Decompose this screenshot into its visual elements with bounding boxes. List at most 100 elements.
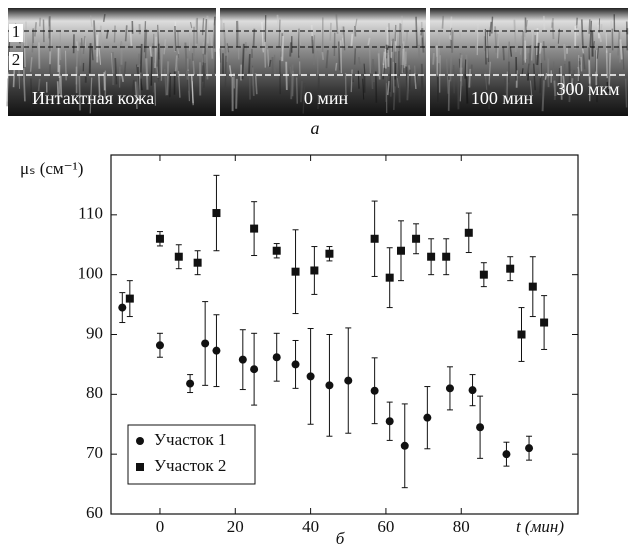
speckle xyxy=(622,46,625,70)
speckle xyxy=(82,36,86,55)
speckle xyxy=(156,66,159,78)
panel-caption: б xyxy=(336,529,345,546)
point xyxy=(517,330,526,339)
point xyxy=(272,353,281,362)
point xyxy=(325,381,334,390)
speckle xyxy=(382,51,386,65)
speckle xyxy=(577,66,581,74)
speckle xyxy=(421,28,425,53)
speckle xyxy=(89,77,93,114)
speckle xyxy=(124,25,128,42)
point xyxy=(155,234,164,243)
oct-image xyxy=(8,8,216,116)
speckle xyxy=(75,41,79,51)
speckle xyxy=(23,32,26,68)
speckle xyxy=(589,20,593,48)
speckle xyxy=(295,77,298,104)
speckle xyxy=(432,53,435,65)
speckle xyxy=(204,19,208,55)
speckle xyxy=(391,38,394,52)
speckle xyxy=(372,58,375,83)
speckle xyxy=(464,59,467,79)
image-label: Интактная кожа xyxy=(32,88,154,108)
point xyxy=(344,376,353,385)
speckle xyxy=(78,75,81,111)
speckle xyxy=(504,77,507,93)
speckle xyxy=(226,43,230,53)
speckle xyxy=(264,39,266,68)
speckle xyxy=(280,33,284,57)
speckle xyxy=(220,16,224,50)
speckle xyxy=(596,76,599,103)
speckle xyxy=(313,35,316,65)
point xyxy=(396,246,405,255)
point xyxy=(325,249,334,258)
point xyxy=(250,224,259,233)
speckle xyxy=(113,25,116,43)
speckle xyxy=(110,52,114,74)
point xyxy=(201,339,210,348)
speckle xyxy=(484,28,487,65)
oct-image xyxy=(430,8,628,116)
speckle xyxy=(31,28,35,53)
speckle xyxy=(488,61,491,86)
speckle xyxy=(121,74,125,83)
speckle xyxy=(619,39,623,60)
speckle xyxy=(451,30,454,53)
speckle xyxy=(289,66,293,77)
speckle xyxy=(135,64,139,76)
speckle xyxy=(145,58,149,90)
speckle xyxy=(98,73,101,100)
speckle xyxy=(137,66,140,101)
speckle xyxy=(392,79,396,111)
speckle xyxy=(575,24,579,36)
point xyxy=(525,444,534,453)
speckle xyxy=(268,59,272,68)
legend-box xyxy=(127,424,256,485)
speckle xyxy=(527,63,530,81)
speckle xyxy=(317,74,320,110)
speckle xyxy=(160,50,162,77)
speckle xyxy=(408,65,411,74)
speckle xyxy=(329,22,332,41)
speckle xyxy=(353,48,357,65)
speckle xyxy=(494,26,498,53)
speckle xyxy=(369,49,371,74)
point xyxy=(250,365,259,374)
speckle xyxy=(149,46,152,57)
speckle xyxy=(6,72,9,102)
speckle xyxy=(22,68,26,102)
point xyxy=(412,234,421,243)
speckle xyxy=(363,63,366,76)
speckle xyxy=(496,26,500,59)
speckle xyxy=(513,19,517,52)
speckle xyxy=(459,54,463,73)
speckle xyxy=(254,73,258,95)
speckle xyxy=(335,14,339,34)
speckle xyxy=(509,46,513,57)
speckle xyxy=(553,81,557,100)
x-axis-label: t (мин) xyxy=(516,517,564,536)
speckle xyxy=(203,62,206,88)
point xyxy=(506,264,515,273)
speckle xyxy=(542,15,546,33)
panel-caption: а xyxy=(311,118,320,138)
speckle xyxy=(377,53,381,80)
speckle xyxy=(580,19,584,49)
speckle xyxy=(251,67,255,96)
point xyxy=(186,379,195,388)
point xyxy=(423,413,432,422)
speckle xyxy=(529,80,533,96)
speckle xyxy=(177,70,181,98)
x-tick-label: 80 xyxy=(453,517,470,536)
speckle xyxy=(446,58,449,94)
speckle xyxy=(273,54,276,76)
chart: 60 70 80 90 100 110 0 20 40 60 80 t (мин) μₛ (см⁻¹) б… xyxy=(20,154,579,546)
speckle xyxy=(523,35,527,61)
speckle xyxy=(459,53,463,86)
speckle xyxy=(65,50,67,81)
speckle xyxy=(405,66,409,102)
speckle xyxy=(544,73,548,80)
y-tick-label: 100 xyxy=(78,264,104,283)
